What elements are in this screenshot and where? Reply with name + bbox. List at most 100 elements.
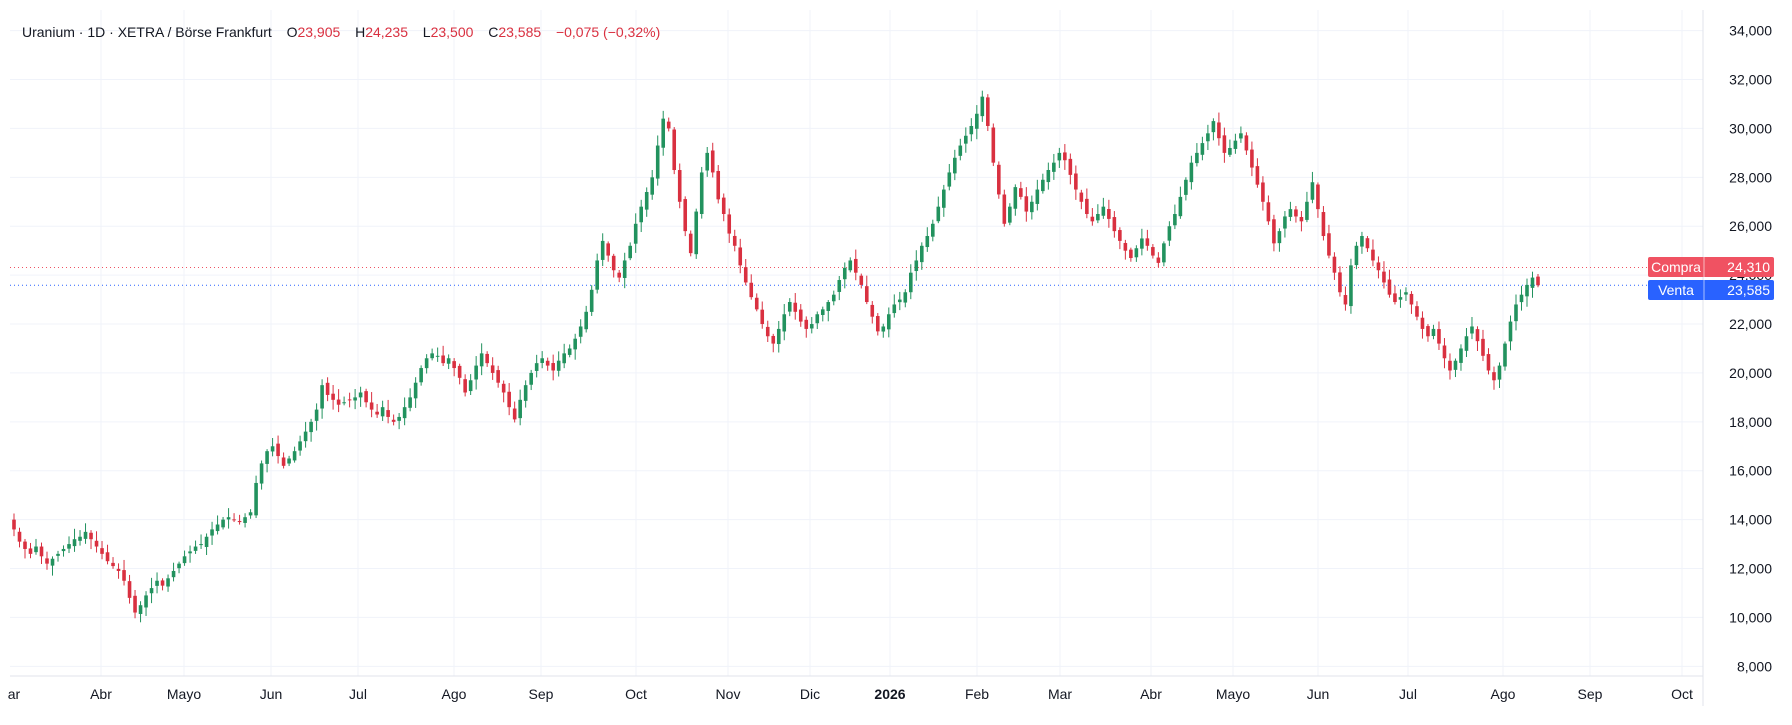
candle[interactable] <box>28 542 33 559</box>
candle[interactable] <box>925 227 930 252</box>
candle[interactable] <box>1327 224 1331 259</box>
candle[interactable] <box>1250 141 1254 177</box>
candle[interactable] <box>760 301 765 329</box>
candle[interactable] <box>1206 124 1210 151</box>
candle[interactable] <box>672 127 677 175</box>
candle[interactable] <box>991 123 996 167</box>
candle[interactable] <box>831 290 836 306</box>
candle[interactable] <box>78 530 82 546</box>
candle[interactable] <box>1453 358 1458 378</box>
candle[interactable] <box>1096 204 1100 224</box>
candle[interactable] <box>1156 252 1161 268</box>
candle[interactable] <box>986 94 990 132</box>
candle[interactable] <box>331 385 335 410</box>
candle[interactable] <box>776 320 781 353</box>
candle[interactable] <box>1426 324 1430 342</box>
candle[interactable] <box>809 317 814 334</box>
candle[interactable] <box>468 374 473 395</box>
candle[interactable] <box>732 229 737 252</box>
candle[interactable] <box>771 333 776 353</box>
candle[interactable] <box>281 452 286 469</box>
candle[interactable] <box>1118 227 1122 250</box>
candle[interactable] <box>1530 271 1535 298</box>
candle[interactable] <box>1354 241 1359 270</box>
candle[interactable] <box>298 435 302 456</box>
symbol-name[interactable]: Uranium <box>22 24 75 40</box>
candle[interactable] <box>237 514 242 525</box>
candle[interactable] <box>1074 165 1078 200</box>
candle[interactable] <box>1343 286 1348 311</box>
candle[interactable] <box>72 528 77 552</box>
candle[interactable] <box>1008 203 1012 226</box>
candle[interactable] <box>947 163 952 191</box>
candle[interactable] <box>1437 321 1441 350</box>
candle[interactable] <box>584 305 588 333</box>
candle[interactable] <box>1338 266 1342 297</box>
candle[interactable] <box>936 196 941 224</box>
candle[interactable] <box>1492 366 1496 390</box>
candle[interactable] <box>1107 199 1111 228</box>
candle[interactable] <box>23 538 27 559</box>
candle[interactable] <box>1321 206 1326 241</box>
candle[interactable] <box>45 551 49 570</box>
candle[interactable] <box>975 105 979 140</box>
candle[interactable] <box>1277 228 1282 252</box>
candle[interactable] <box>424 354 429 374</box>
candle[interactable] <box>50 556 55 576</box>
candle[interactable] <box>413 377 418 408</box>
candle[interactable] <box>507 383 511 416</box>
candle[interactable] <box>325 377 330 402</box>
candle[interactable] <box>248 509 253 519</box>
candle[interactable] <box>292 446 297 463</box>
candle[interactable] <box>1283 211 1287 238</box>
candle[interactable] <box>138 601 143 623</box>
candle[interactable] <box>666 117 671 132</box>
candle[interactable] <box>94 531 99 553</box>
candle[interactable] <box>166 574 170 592</box>
candle[interactable] <box>353 389 357 410</box>
candle[interactable] <box>1536 274 1540 288</box>
candle[interactable] <box>1002 189 1007 227</box>
candle[interactable] <box>573 333 577 360</box>
candle[interactable] <box>287 455 291 467</box>
candle[interactable] <box>12 513 16 537</box>
candle[interactable] <box>1481 329 1485 362</box>
candle[interactable] <box>34 538 38 555</box>
candle[interactable] <box>358 386 363 407</box>
time-axis[interactable]: ar Abr Mayo Jun Jul Ago Sep Oct Nov Dic 2026 Feb Mar… <box>8 686 1693 702</box>
candle[interactable] <box>1371 239 1375 267</box>
candle[interactable] <box>969 118 974 142</box>
candle[interactable] <box>188 545 192 563</box>
candle[interactable] <box>1178 186 1183 219</box>
candle[interactable] <box>1024 187 1029 222</box>
candle[interactable] <box>875 313 880 336</box>
candle[interactable] <box>694 208 699 259</box>
candle[interactable] <box>556 351 561 377</box>
candle[interactable] <box>320 379 324 419</box>
candle[interactable] <box>127 574 132 604</box>
candle[interactable] <box>364 388 368 408</box>
candle[interactable] <box>688 230 693 257</box>
candle[interactable] <box>1305 191 1309 223</box>
candle[interactable] <box>518 389 522 426</box>
candle[interactable] <box>1162 241 1166 267</box>
candle[interactable] <box>914 250 919 281</box>
candle[interactable] <box>1382 261 1386 289</box>
candle[interactable] <box>386 399 390 424</box>
candle[interactable] <box>265 449 269 473</box>
candle[interactable] <box>336 389 341 413</box>
candle[interactable] <box>1211 118 1216 141</box>
candle[interactable] <box>342 396 346 406</box>
candle[interactable] <box>171 562 176 582</box>
candle[interactable] <box>1475 326 1480 351</box>
candle[interactable] <box>633 213 638 253</box>
candle[interactable] <box>369 392 374 418</box>
candle[interactable] <box>661 110 666 156</box>
candle[interactable] <box>105 544 110 565</box>
candle[interactable] <box>523 380 528 408</box>
candle[interactable] <box>1233 133 1238 154</box>
candle[interactable] <box>1085 188 1089 219</box>
candle[interactable] <box>276 435 280 464</box>
candle[interactable] <box>1228 139 1232 157</box>
